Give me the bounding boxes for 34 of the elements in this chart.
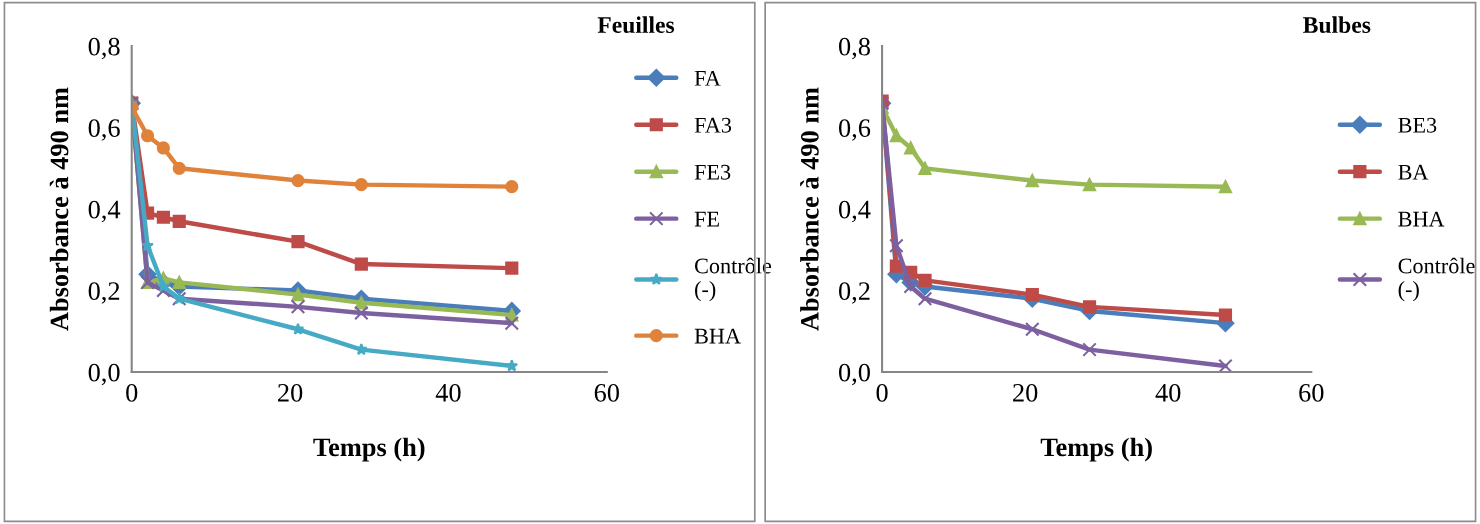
x-axis-title: Temps (h): [313, 437, 425, 462]
x-tick-label: 60: [594, 383, 619, 402]
legend-label: BHA: [694, 328, 741, 344]
legend-label: BHA: [1398, 211, 1445, 227]
y-tick-label: 0,4: [838, 200, 871, 223]
y-tick-label: 0,6: [838, 119, 871, 141]
legend-label: BA: [1398, 164, 1429, 180]
y-tick-label: 0,8: [88, 37, 120, 60]
legend-label: FE3: [694, 164, 731, 180]
y-tick-label: 0,6: [88, 119, 120, 141]
x-tick-label: 60: [1299, 383, 1324, 402]
x-tick-label: 0: [876, 383, 888, 402]
legend-label: FA: [694, 70, 721, 86]
x-tick-label: 20: [278, 383, 303, 402]
y-tick-label: 0,2: [838, 282, 870, 304]
legend-label: FE: [694, 211, 719, 227]
legend-label: Contrôle (-): [694, 257, 772, 302]
y-tick-label: 0,4: [88, 200, 121, 223]
y-tick-label: 0,8: [838, 37, 870, 60]
chart-title: Feuilles: [597, 16, 675, 34]
x-tick-label: 40: [435, 383, 461, 402]
legend-label: Contrôle (-): [1398, 257, 1475, 302]
chart-title: Bulbes: [1303, 16, 1371, 34]
y-axis-title: Absorbance à 490 nm: [49, 87, 69, 331]
x-tick-label: 0: [126, 383, 138, 402]
y-tick-label: 0,0: [838, 363, 870, 386]
y-tick-label: 0,0: [88, 363, 120, 386]
x-tick-label: 20: [1013, 383, 1038, 402]
x-axis-title: Temps (h): [1040, 437, 1152, 462]
y-tick-label: 0,2: [88, 282, 120, 304]
y-axis-title: Absorbance à 490 nm: [800, 87, 819, 331]
legend-label: FA3: [694, 117, 732, 133]
legend-label: BE3: [1398, 117, 1437, 133]
x-tick-label: 40: [1155, 383, 1181, 402]
